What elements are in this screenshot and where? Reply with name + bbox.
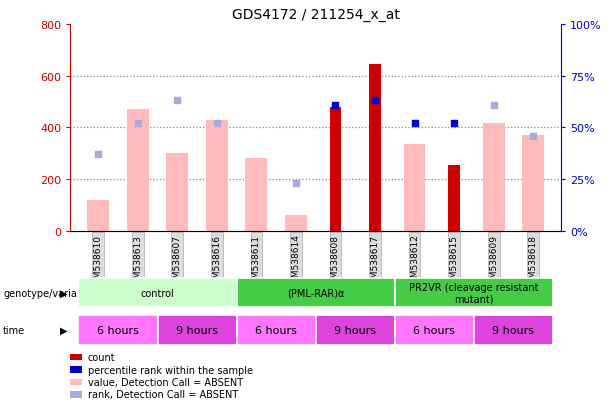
Text: (PML-RAR)α: (PML-RAR)α	[287, 288, 345, 298]
Text: PR2VR (cleavage resistant
mutant): PR2VR (cleavage resistant mutant)	[409, 282, 539, 304]
Bar	[522, 136, 544, 231]
Bar	[245, 159, 267, 231]
Title: GDS4172 / 211254_x_at: GDS4172 / 211254_x_at	[232, 8, 400, 22]
Bar	[87, 200, 109, 231]
Text: 9 hours: 9 hours	[334, 325, 376, 335]
Point	[409, 121, 419, 127]
Text: genotype/variation: genotype/variation	[3, 288, 96, 298]
Point	[489, 102, 498, 109]
Text: percentile rank within the sample: percentile rank within the sample	[88, 365, 253, 375]
Point	[212, 121, 222, 127]
Point	[133, 121, 143, 127]
Bar	[285, 216, 306, 231]
Text: count: count	[88, 352, 115, 362]
Point	[93, 152, 103, 158]
Bar	[206, 120, 227, 231]
Bar	[127, 110, 148, 231]
Point	[528, 133, 538, 140]
Bar	[369, 65, 381, 231]
Bar	[483, 124, 504, 231]
Bar	[404, 145, 425, 231]
Point	[291, 180, 301, 187]
Text: 9 hours: 9 hours	[492, 325, 535, 335]
Text: ▶: ▶	[60, 288, 67, 298]
Point	[172, 98, 182, 104]
Bar	[448, 166, 460, 231]
Point	[330, 102, 340, 109]
Text: rank, Detection Call = ABSENT: rank, Detection Call = ABSENT	[88, 389, 238, 399]
Text: value, Detection Call = ABSENT: value, Detection Call = ABSENT	[88, 377, 243, 387]
Text: time: time	[3, 325, 25, 335]
Bar	[330, 107, 341, 231]
Bar	[166, 154, 188, 231]
Point	[449, 121, 459, 127]
Text: 9 hours: 9 hours	[176, 325, 218, 335]
Point	[370, 98, 380, 104]
Text: 6 hours: 6 hours	[255, 325, 297, 335]
Text: 6 hours: 6 hours	[413, 325, 455, 335]
Text: 6 hours: 6 hours	[97, 325, 139, 335]
Text: control: control	[140, 288, 174, 298]
Text: ▶: ▶	[60, 325, 67, 335]
